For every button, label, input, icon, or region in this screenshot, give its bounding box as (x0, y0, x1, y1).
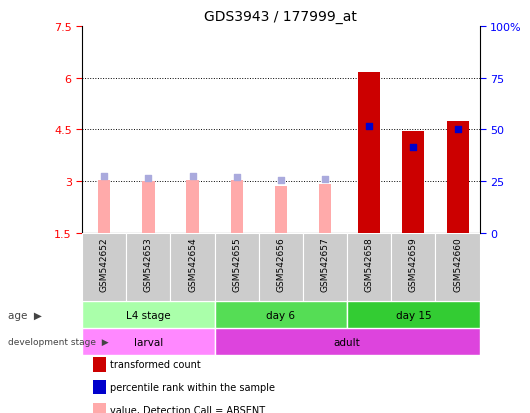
Bar (446, 121, 469, 233)
Text: GSM542653: GSM542653 (144, 237, 153, 291)
Text: value, Detection Call = ABSENT: value, Detection Call = ABSENT (110, 405, 265, 413)
Bar (275, 186, 287, 233)
Title: GDS3943 / 177999_at: GDS3943 / 177999_at (205, 10, 357, 24)
Point (409, 144, 418, 151)
Bar (391, 233, 436, 301)
Bar (215, 301, 347, 328)
Text: GSM542658: GSM542658 (365, 237, 374, 291)
Bar (98, 181, 110, 233)
Text: GSM542660: GSM542660 (453, 237, 462, 291)
Text: day 15: day 15 (395, 310, 431, 320)
Text: GSM542659: GSM542659 (409, 237, 418, 291)
Bar (126, 233, 171, 301)
Bar (171, 233, 215, 301)
Point (277, 178, 285, 184)
Bar (347, 301, 480, 328)
Text: larval: larval (134, 337, 163, 347)
Point (321, 176, 329, 183)
Text: GSM542656: GSM542656 (277, 237, 285, 291)
Bar (215, 233, 259, 301)
Bar (436, 233, 480, 301)
Text: GSM542654: GSM542654 (188, 237, 197, 291)
Point (453, 127, 462, 133)
Point (100, 173, 109, 180)
Text: L4 stage: L4 stage (126, 310, 171, 320)
Bar (259, 233, 303, 301)
Text: adult: adult (334, 337, 360, 347)
Text: day 6: day 6 (267, 310, 295, 320)
Bar (82, 301, 215, 328)
Text: GSM542657: GSM542657 (321, 237, 330, 291)
Text: percentile rank within the sample: percentile rank within the sample (110, 382, 275, 392)
Bar (82, 328, 215, 355)
Bar (303, 233, 347, 301)
Bar (347, 233, 391, 301)
Point (365, 123, 374, 130)
Text: GSM542652: GSM542652 (100, 237, 109, 291)
Bar (402, 132, 425, 233)
Bar (82, 233, 126, 301)
Bar (142, 182, 155, 233)
Bar (358, 73, 380, 233)
Bar (215, 328, 480, 355)
Bar (187, 180, 199, 233)
Text: development stage  ▶: development stage ▶ (8, 337, 109, 346)
Text: transformed count: transformed count (110, 359, 200, 369)
Point (144, 175, 153, 182)
Bar (319, 184, 331, 233)
Point (233, 174, 241, 180)
Bar (231, 181, 243, 233)
Point (188, 173, 197, 180)
Text: age  ▶: age ▶ (8, 310, 42, 320)
Text: GSM542655: GSM542655 (232, 237, 241, 291)
